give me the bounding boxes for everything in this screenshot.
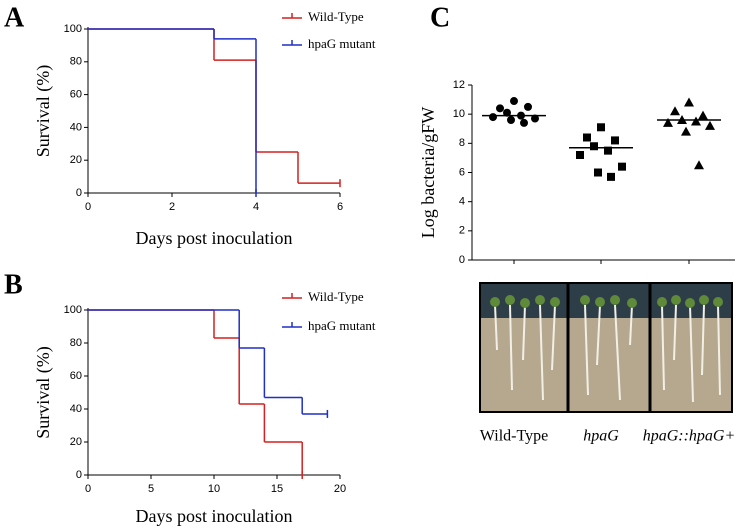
panel-label: A [4,2,25,33]
y-axis-label: Log bacteria/gFW [418,107,438,238]
data-point [489,113,497,122]
data-point [503,108,511,117]
data-point [594,168,602,177]
panel-label: B [4,269,23,300]
data-point [517,111,525,120]
y-tick-label: 100 [64,304,82,316]
data-point [691,116,701,126]
data-point [520,118,528,127]
y-tick-label: 4 [459,196,465,208]
y-tick-label: 0 [76,469,82,481]
data-point [694,160,704,170]
data-point [583,133,591,142]
y-tick-label: 40 [70,121,82,133]
x-tick-label: 10 [208,483,220,495]
y-tick-label: 20 [70,436,82,448]
plant-photo [479,282,733,413]
x-tick-label: 15 [271,483,283,495]
data-point [705,120,715,130]
y-tick-label: 0 [76,187,82,199]
category-label: hpaG::hpaG+ [643,428,736,445]
y-tick-label: 80 [70,337,82,349]
data-point [698,110,708,120]
data-point [496,104,504,113]
y-tick-label: 100 [64,23,82,35]
legend-label: hpaG mutant [308,36,376,51]
y-tick-label: 10 [453,108,465,120]
y-tick-label: 60 [70,89,82,101]
legend-label: Wild-Type [308,289,364,304]
data-point [618,162,626,171]
x-tick-label: 6 [337,201,343,213]
y-tick-label: 12 [453,79,465,91]
data-point [510,97,518,106]
x-tick-label: 0 [85,483,91,495]
data-point [590,142,598,151]
data-point [677,115,687,124]
category-label: Wild-Type [480,428,548,445]
x-tick-label: 2 [169,201,175,213]
y-tick-label: 8 [459,137,465,149]
x-tick-label: 0 [85,201,91,213]
y-tick-label: 80 [70,56,82,68]
data-point [663,117,673,127]
data-point [604,146,612,155]
data-point [684,97,694,107]
data-point [524,102,532,111]
x-tick-label: 4 [253,201,259,213]
y-tick-label: 0 [459,254,465,266]
data-point [507,116,515,124]
x-tick-label: 5 [148,483,154,495]
legend-label: hpaG mutant [308,318,376,333]
data-point [670,106,680,116]
panel-label: C [430,2,450,33]
y-tick-label: 40 [70,403,82,415]
data-point [597,123,605,132]
data-point [607,172,615,181]
y-tick-label: 60 [70,370,82,382]
data-point [611,136,619,145]
x-axis-label: Days post inoculation [136,506,293,526]
y-axis-label: Survival (%) [33,65,54,157]
x-tick-label: 20 [334,483,346,495]
legend-label: Wild-Type [308,9,364,24]
data-point [531,114,539,123]
data-point [681,126,691,136]
data-point [576,151,584,159]
y-tick-label: 2 [459,225,465,237]
y-tick-label: 6 [459,166,465,178]
y-tick-label: 20 [70,154,82,166]
x-axis-label: Days post inoculation [136,228,293,248]
y-axis-label: Survival (%) [33,346,54,438]
category-label: hpaG [583,428,619,445]
